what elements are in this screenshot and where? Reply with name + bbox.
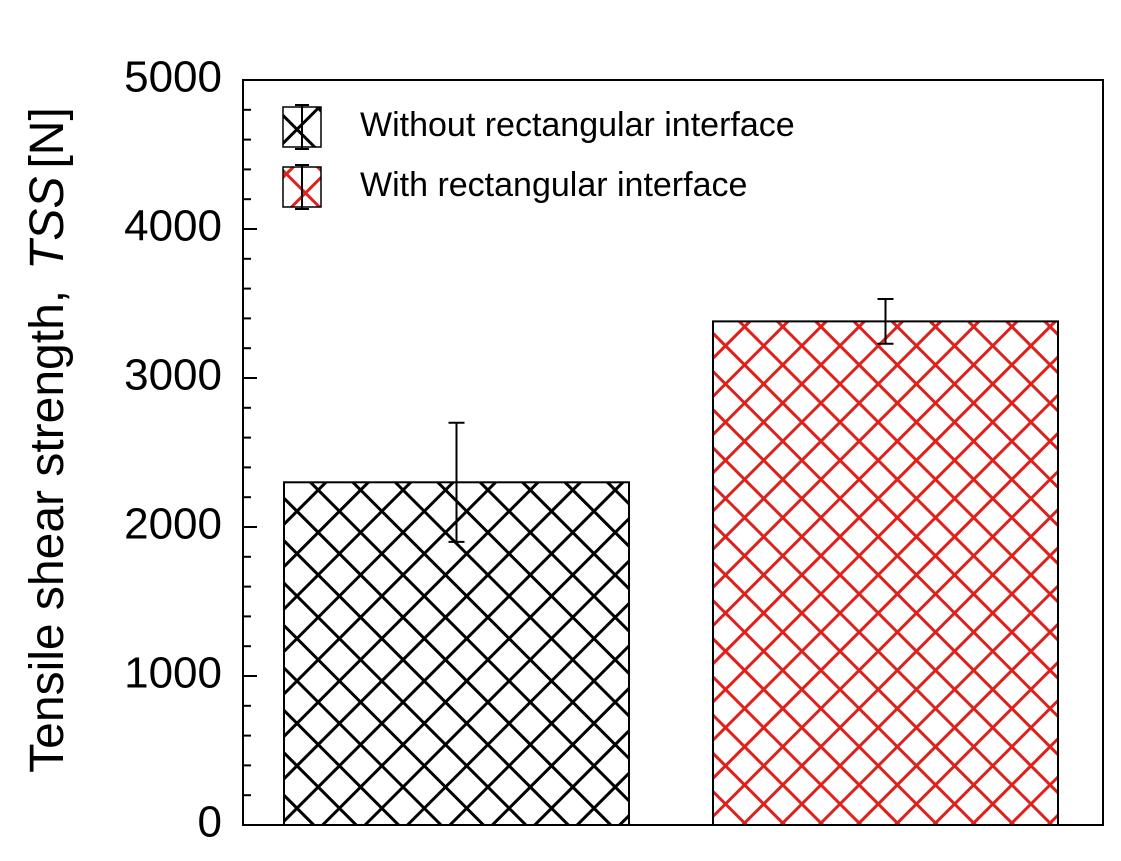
y-tick-label: 2000 bbox=[124, 500, 222, 549]
error-bar bbox=[448, 421, 465, 543]
legend-label: Without rectangular interface bbox=[360, 106, 795, 144]
y-tick-label: 0 bbox=[198, 798, 222, 847]
plot-frame bbox=[242, 79, 1104, 826]
y-tick-label: 5000 bbox=[124, 53, 222, 102]
y-tick-label: 1000 bbox=[124, 649, 222, 698]
y-label-text: Tensile shear strength, bbox=[21, 290, 74, 773]
legend-error-icon bbox=[295, 104, 309, 150]
y-tick-label: 3000 bbox=[124, 351, 222, 400]
y-axis-label: Tensile shear strength, TSS [N] bbox=[21, 107, 74, 773]
legend-label: With rectangular interface bbox=[360, 166, 747, 204]
y-label-unit: [N] bbox=[21, 107, 74, 168]
y-label-symbol: TSS bbox=[21, 177, 74, 270]
legend-error-icon bbox=[295, 164, 309, 210]
y-tick-label: 4000 bbox=[124, 202, 222, 251]
bar bbox=[712, 320, 1059, 826]
error-bar bbox=[877, 298, 894, 345]
